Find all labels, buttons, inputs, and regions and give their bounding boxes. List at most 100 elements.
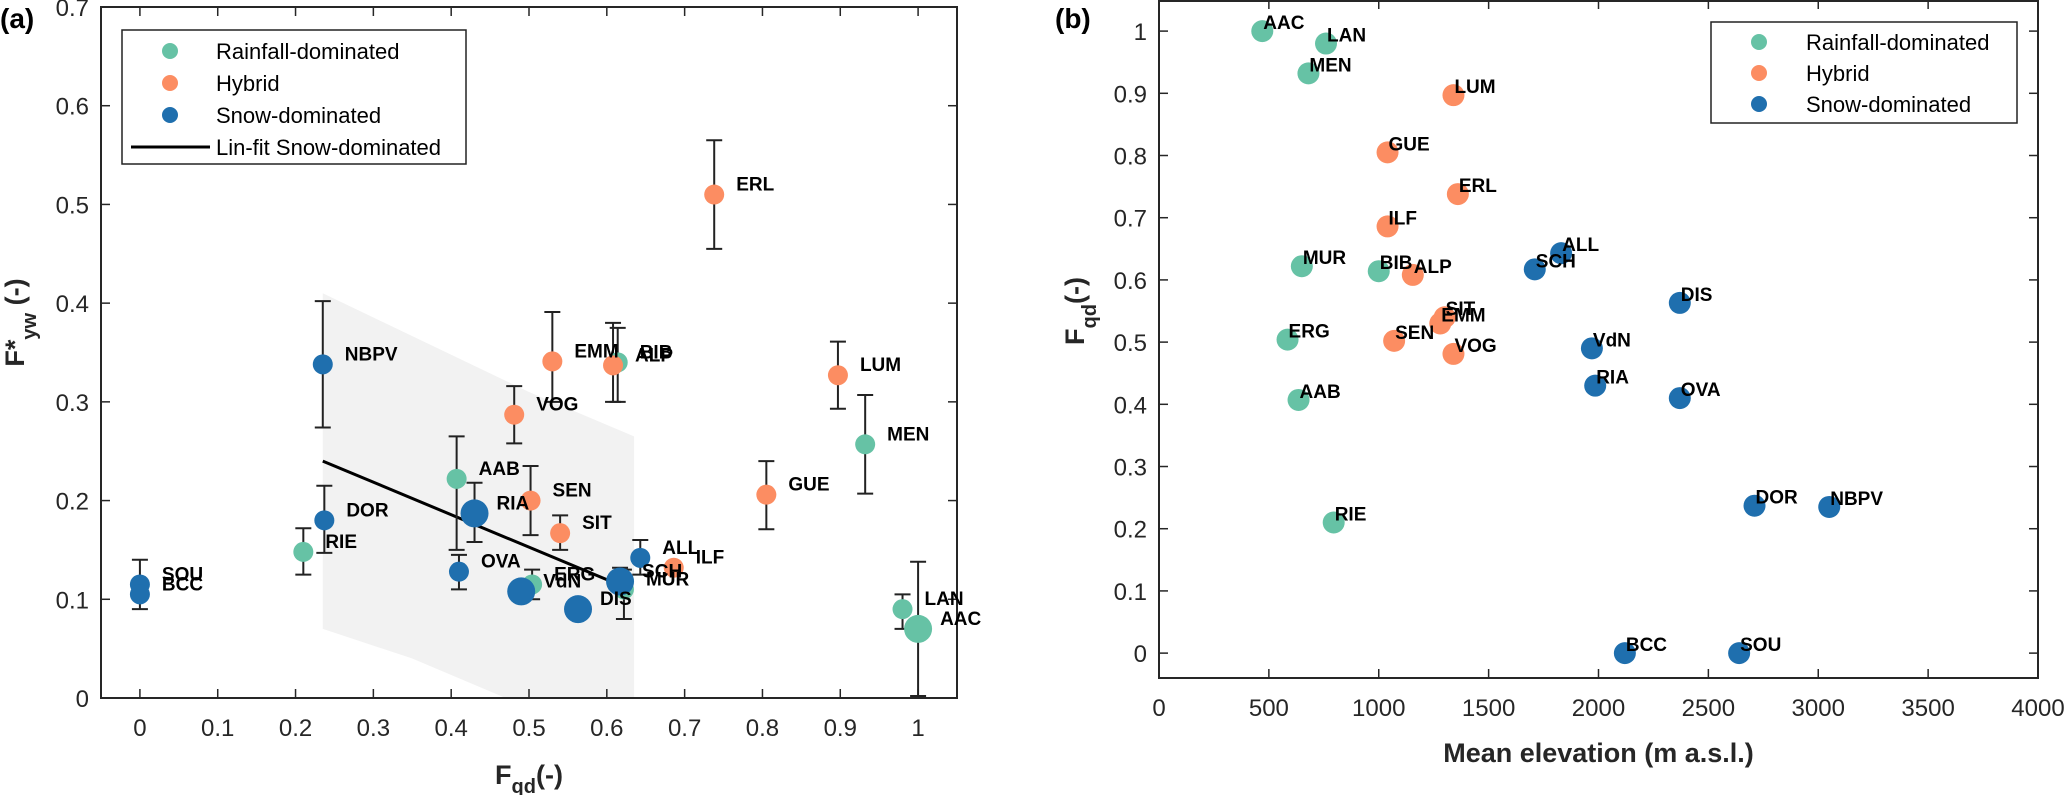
data-point-sen xyxy=(520,490,541,511)
x-tick-label: 0.8 xyxy=(746,715,779,742)
point-label-erl: ERL xyxy=(1459,176,1497,197)
point-label-erg: ERG xyxy=(1289,322,1330,343)
y-tick-label: 0 xyxy=(76,686,89,713)
x-tick-label: 3000 xyxy=(1792,695,1845,722)
data-point-dor xyxy=(314,510,335,531)
legend-a: Rainfall-dominated Hybrid Snow-dominated Li… xyxy=(121,29,467,165)
data-point-ova xyxy=(448,561,469,582)
legend-b: Rainfall-dominated Hybrid Snow-dominated xyxy=(1710,21,2018,124)
point-label-dis: DIS xyxy=(1681,285,1713,306)
data-point-dor xyxy=(1743,494,1766,517)
point-label-erl: ERL xyxy=(736,175,774,196)
point-label-ilf: ILF xyxy=(696,548,725,569)
data-point-all xyxy=(630,547,651,568)
legend-label: Snow-dominated xyxy=(216,103,381,128)
point-label-erg: ERG xyxy=(554,564,595,585)
y-tick-label: 0.6 xyxy=(1114,268,1147,295)
legend-label: Hybrid xyxy=(216,71,280,96)
x-tick-label: 0.2 xyxy=(279,715,312,742)
y-tick-label: 0.7 xyxy=(56,0,89,22)
point-label-sou: SOU xyxy=(162,564,203,585)
point-label-dis: DIS xyxy=(600,589,632,610)
data-point-bib xyxy=(1367,260,1390,283)
legend-label: Lin-fit Snow-dominated xyxy=(216,135,441,160)
panel-b: 0 500 1000 1500 2000 2500 3000 3500 4000 0 0.1 0.2 0… xyxy=(1055,0,2065,768)
data-point-lum xyxy=(1442,84,1465,107)
x-tick-label: 0.7 xyxy=(668,715,701,742)
data-point-emm xyxy=(542,351,563,372)
point-label-ova: OVA xyxy=(481,552,521,573)
data-point-sou xyxy=(1728,642,1751,665)
point-label-alp: ALP xyxy=(1414,257,1452,278)
point-label-vog: VOG xyxy=(536,395,578,416)
y-tick-label: 0.5 xyxy=(1114,330,1147,357)
y-tick-label: 1 xyxy=(1134,19,1147,46)
data-point-aac xyxy=(904,614,933,643)
data-point-bcc xyxy=(129,584,150,605)
y-tick-label: 0.2 xyxy=(1114,517,1147,544)
data-point-ria xyxy=(1584,374,1607,397)
x-tick-label: 0.5 xyxy=(512,715,545,742)
point-label-sou: SOU xyxy=(1740,635,1781,656)
point-label-ova: OVA xyxy=(1681,380,1721,401)
x-tick-label: 3500 xyxy=(1901,695,1954,722)
data-point-erl xyxy=(704,184,725,205)
data-point-rie xyxy=(1322,511,1345,534)
legend-label: Snow-dominated xyxy=(1806,92,1971,117)
data-point-gue xyxy=(1376,141,1399,164)
point-label-dor: DOR xyxy=(1756,488,1799,509)
data-point-nbpv xyxy=(312,354,333,375)
point-label-mur: MUR xyxy=(646,569,690,590)
legend-marker-hybrid xyxy=(162,75,178,91)
legend-marker-snow xyxy=(162,107,178,123)
point-label-all: ALL xyxy=(1562,235,1599,256)
point-label-bib: BIB xyxy=(640,342,673,363)
data-point-sen xyxy=(1383,329,1406,352)
legend-marker-rain xyxy=(1751,34,1767,50)
point-label-rie: RIE xyxy=(1335,504,1367,525)
legend-marker-snow xyxy=(1751,96,1767,112)
point-label-lum: LUM xyxy=(860,355,901,376)
panel-a: 0 0.1 0.2 0.3 0.4 0.5 0.6 0.7 0.8 0.9 1 0 0.1 0.2 0.3 0… xyxy=(0,0,982,795)
data-point-ilf xyxy=(663,557,684,578)
data-point-mur xyxy=(1290,255,1313,278)
x-tick-label: 1 xyxy=(911,715,924,742)
point-label-sen: SEN xyxy=(1395,323,1434,344)
point-label-gue: GUE xyxy=(1389,134,1430,155)
data-point-dis xyxy=(1668,291,1691,314)
point-label-gue: GUE xyxy=(788,475,829,496)
data-point-emm xyxy=(1429,312,1452,335)
point-label-bcc: BCC xyxy=(1626,635,1667,656)
data-point-sch xyxy=(1523,258,1546,281)
data-point-alp xyxy=(603,355,624,376)
legend-label: Rainfall-dominated xyxy=(216,39,399,64)
data-point-aac xyxy=(1251,20,1274,43)
x-tick-label: 1000 xyxy=(1352,695,1405,722)
y-tick-label: 0.1 xyxy=(1114,579,1147,606)
x-tick-label: 2000 xyxy=(1572,695,1625,722)
y-axis-title: Fqd(-) xyxy=(1060,277,1101,345)
data-point-alp xyxy=(1401,263,1424,286)
point-label-rie: RIE xyxy=(325,532,357,553)
data-point-gue xyxy=(756,484,777,505)
point-label-bib: BIB xyxy=(1380,253,1413,274)
data-point-vog xyxy=(1442,342,1465,365)
point-label-mur: MUR xyxy=(1303,248,1347,269)
data-point-nbpv xyxy=(1818,495,1841,518)
panel-label-b: (b) xyxy=(1055,3,1091,34)
data-point-ria xyxy=(460,499,489,528)
x-tick-label: 4000 xyxy=(2011,695,2064,722)
data-point-lan xyxy=(1315,32,1338,55)
data-point-ilf xyxy=(1376,215,1399,238)
panel-label-a: (a) xyxy=(0,3,34,34)
data-point-vdn xyxy=(507,577,536,606)
point-label-vog: VOG xyxy=(1454,336,1496,357)
point-label-aab: AAB xyxy=(479,459,520,480)
x-tick-label: 0.6 xyxy=(590,715,623,742)
legend-marker-rain xyxy=(162,43,178,59)
point-label-aac: AAC xyxy=(1263,13,1304,34)
point-label-ilf: ILF xyxy=(1389,208,1418,229)
data-point-rie xyxy=(293,541,314,562)
point-label-sch: SCH xyxy=(1536,251,1576,272)
